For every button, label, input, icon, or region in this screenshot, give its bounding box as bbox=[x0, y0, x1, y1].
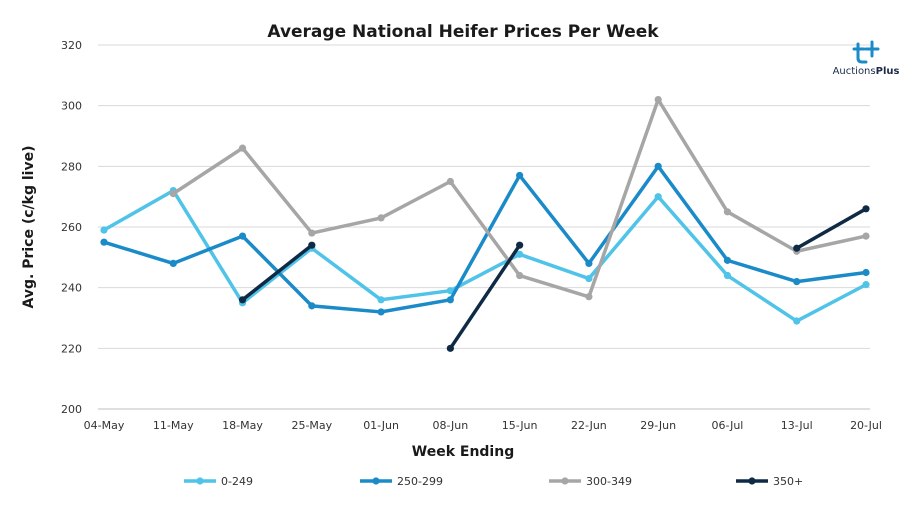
data-point bbox=[793, 244, 801, 252]
data-point bbox=[238, 296, 247, 304]
series-lines bbox=[100, 96, 870, 352]
chart-title: Average National Heifer Prices Per Week bbox=[267, 22, 659, 42]
y-axis-title: Avg. Price (c/kg live) bbox=[21, 146, 37, 309]
x-tick-label: 06-Jul bbox=[712, 419, 744, 432]
data-point bbox=[723, 271, 732, 280]
x-tick-label: 22-Jun bbox=[571, 419, 607, 432]
data-point bbox=[516, 171, 524, 180]
y-tick-label: 320 bbox=[61, 39, 82, 52]
x-tick-label: 15-Jun bbox=[502, 419, 538, 432]
legend-label: 300-349 bbox=[586, 475, 632, 488]
auctionsplus-logo: AuctionsPlus bbox=[833, 40, 900, 77]
series-250-299 bbox=[100, 162, 870, 316]
y-tick-label: 240 bbox=[61, 282, 82, 295]
data-point bbox=[723, 208, 732, 216]
data-point bbox=[654, 162, 662, 170]
y-tick-label: 280 bbox=[61, 160, 82, 173]
x-tick-label: 04-May bbox=[84, 419, 125, 432]
series-line bbox=[241, 243, 313, 302]
data-point bbox=[654, 96, 662, 104]
data-point bbox=[723, 256, 732, 264]
x-tick-label: 08-Jun bbox=[432, 419, 468, 432]
data-point bbox=[446, 177, 454, 186]
series-line bbox=[795, 207, 867, 250]
legend-item: 0-249 bbox=[184, 475, 253, 488]
data-point bbox=[793, 278, 801, 286]
legend-marker bbox=[561, 477, 569, 485]
data-point bbox=[308, 229, 316, 237]
data-point bbox=[516, 271, 524, 280]
series-line bbox=[448, 244, 522, 350]
series-0-249 bbox=[100, 187, 870, 325]
data-point bbox=[862, 281, 870, 289]
x-tick-label: 18-May bbox=[222, 419, 263, 432]
data-point bbox=[862, 268, 870, 277]
legend-marker bbox=[748, 477, 756, 485]
data-point bbox=[100, 226, 108, 234]
y-tick-labels: 200 220 240 260 280 300 320 bbox=[61, 39, 82, 416]
series-line bbox=[103, 164, 867, 314]
series-300-349 bbox=[169, 96, 870, 301]
data-point bbox=[862, 205, 870, 213]
logo-text: AuctionsPlus bbox=[833, 66, 900, 77]
legend-marker bbox=[196, 477, 204, 485]
legend-label: 250-299 bbox=[397, 475, 443, 488]
legend-item: 300-349 bbox=[549, 475, 632, 488]
data-point bbox=[308, 241, 316, 249]
x-tick-labels: 04-May 11-May 18-May 25-May 01-Jun 08-Jun 15-J… bbox=[84, 419, 882, 432]
x-tick-label: 11-May bbox=[153, 419, 194, 432]
x-axis-title: Week Ending bbox=[412, 444, 514, 460]
data-point bbox=[377, 214, 385, 222]
data-point bbox=[377, 308, 385, 316]
data-point bbox=[654, 193, 662, 201]
x-tick-label: 01-Jun bbox=[363, 419, 399, 432]
y-tick-label: 300 bbox=[61, 100, 82, 113]
legend-item: 250-299 bbox=[360, 475, 443, 488]
data-point bbox=[238, 232, 247, 240]
x-tick-label: 25-May bbox=[291, 419, 332, 432]
legend-item: 350+ bbox=[736, 475, 803, 488]
legend: 0-249 250-299 300-349 350+ bbox=[184, 475, 803, 488]
data-point bbox=[446, 344, 454, 352]
data-point bbox=[862, 232, 870, 240]
data-point bbox=[169, 190, 177, 198]
data-point bbox=[100, 238, 108, 246]
series-line bbox=[172, 97, 867, 299]
data-point bbox=[585, 274, 593, 283]
auctionsplus-logo-icon bbox=[852, 40, 880, 64]
series-line bbox=[103, 188, 867, 323]
y-tick-label: 260 bbox=[61, 221, 82, 234]
data-point bbox=[238, 144, 247, 152]
data-point bbox=[516, 241, 524, 249]
x-tick-label: 29-Jun bbox=[640, 419, 676, 432]
x-tick-label: 13-Jul bbox=[781, 419, 813, 432]
legend-label: 0-249 bbox=[221, 475, 253, 488]
data-point bbox=[585, 293, 593, 301]
data-point bbox=[585, 259, 593, 267]
y-tick-label: 220 bbox=[61, 342, 82, 355]
series-350+ bbox=[238, 205, 870, 352]
legend-marker bbox=[372, 477, 380, 485]
legend-label: 350+ bbox=[773, 475, 803, 488]
gridlines bbox=[98, 44, 870, 410]
data-point bbox=[377, 296, 385, 304]
data-point bbox=[793, 317, 801, 325]
data-point bbox=[308, 302, 316, 310]
y-tick-label: 200 bbox=[61, 403, 82, 416]
data-point bbox=[516, 250, 524, 258]
data-point bbox=[446, 287, 454, 295]
data-point bbox=[169, 259, 177, 267]
data-point bbox=[446, 296, 454, 304]
x-tick-label: 20-Jul bbox=[850, 419, 882, 432]
